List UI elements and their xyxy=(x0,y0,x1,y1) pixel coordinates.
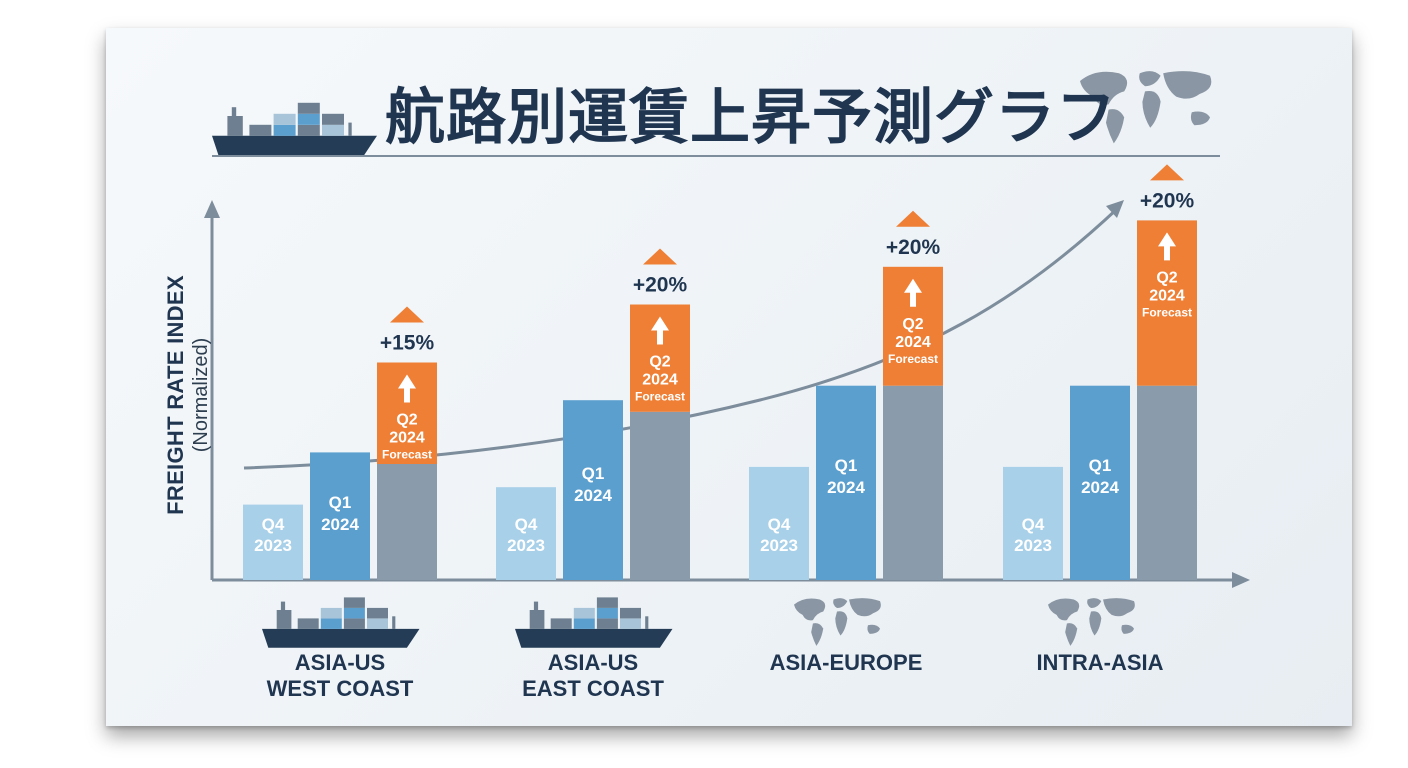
bar-label-quarter: Q4 xyxy=(1022,515,1045,534)
bar-label-quarter: Q2 xyxy=(902,316,923,333)
category-label-line1: ASIA-US xyxy=(547,650,639,675)
trend-line-arrowhead xyxy=(1106,200,1124,218)
up-arrow-icon xyxy=(904,278,922,307)
bar-q2-2024-base xyxy=(377,464,437,580)
category-label: ASIA-EUROPE xyxy=(736,650,956,676)
bar-label-year: 2023 xyxy=(1014,536,1052,555)
bar-label-year: 2024 xyxy=(389,430,425,447)
bar-q1-2024 xyxy=(563,400,623,580)
increase-triangle-icon xyxy=(896,210,930,227)
increase-triangle-icon xyxy=(390,306,424,323)
increase-triangle-icon xyxy=(643,248,677,265)
category-label-line1: ASIA-US xyxy=(294,650,386,675)
bar-label-year: 2023 xyxy=(254,536,292,555)
bar-q4-2023 xyxy=(496,487,556,580)
world-map-icon xyxy=(794,598,881,646)
increase-label: +20% xyxy=(886,236,941,259)
bar-label-year: 2023 xyxy=(507,536,545,555)
bar-label-forecast: Forecast xyxy=(635,390,685,404)
bar-label-quarter: Q4 xyxy=(768,515,791,534)
bar-q1-2024 xyxy=(1070,385,1130,580)
bar-label-forecast: Forecast xyxy=(1142,305,1192,319)
up-arrow-icon xyxy=(1158,232,1176,261)
y-axis-label-sub: (Normalized) xyxy=(190,337,212,453)
bar-label-forecast: Forecast xyxy=(888,352,938,366)
bar-label-quarter: Q4 xyxy=(262,515,285,534)
bar-label-quarter: Q1 xyxy=(329,493,352,512)
up-arrow-icon xyxy=(651,316,669,345)
bar-label-quarter: Q2 xyxy=(396,412,417,429)
header-ship-icon xyxy=(212,102,377,156)
bar-q1-2024 xyxy=(816,385,876,580)
bar-label-quarter: Q2 xyxy=(649,354,670,371)
category-label: ASIA-US WEST COAST xyxy=(230,650,450,702)
increase-label: +20% xyxy=(1140,189,1195,212)
bar-q4-2023 xyxy=(1003,466,1063,580)
bar-label-quarter: Q2 xyxy=(1156,269,1177,286)
bar-label-forecast: Forecast xyxy=(382,448,432,462)
increase-label: +20% xyxy=(633,274,688,297)
bar-q4-2023 xyxy=(243,504,303,580)
bar-q2-2024-base xyxy=(883,385,943,580)
bar-label-year: 2024 xyxy=(1149,287,1185,304)
bar-label-quarter: Q4 xyxy=(515,515,538,534)
page-title: 航路別運賃上昇予測グラフ xyxy=(385,84,1117,151)
bar-label-quarter: Q1 xyxy=(1089,456,1112,475)
category-label-line2: WEST COAST xyxy=(266,676,414,701)
bar-label-quarter: Q1 xyxy=(582,464,605,483)
bar-q1-2024 xyxy=(310,452,370,580)
bar-label-year: 2024 xyxy=(895,334,931,351)
increase-triangle-icon xyxy=(1150,164,1184,181)
bar-q4-2023 xyxy=(749,466,809,580)
increase-label: +15% xyxy=(380,332,435,355)
y-axis-arrowhead xyxy=(204,200,220,218)
bar-q2-2024-base xyxy=(630,411,690,580)
bar-label-year: 2024 xyxy=(574,486,612,505)
bar-label-year: 2024 xyxy=(321,515,359,534)
y-axis-label-main: FREIGHT RATE INDEX xyxy=(163,275,188,515)
bar-label-year: 2024 xyxy=(642,372,678,389)
category-label-line1: INTRA-ASIA xyxy=(1036,650,1164,675)
category-label-line2: EAST COAST xyxy=(522,676,664,701)
container-ship-icon xyxy=(515,597,673,648)
bar-label-year: 2023 xyxy=(760,536,798,555)
bar-label-quarter: Q1 xyxy=(835,456,858,475)
bar-label-year: 2024 xyxy=(827,478,865,497)
y-axis-label: FREIGHT RATE INDEX (Normalized) xyxy=(163,235,213,555)
world-map-icon xyxy=(1048,598,1135,646)
up-arrow-icon xyxy=(398,374,416,403)
x-axis-arrowhead xyxy=(1232,572,1250,588)
bar-label-year: 2024 xyxy=(1081,478,1119,497)
category-label: ASIA-US EAST COAST xyxy=(483,650,703,702)
container-ship-icon xyxy=(262,597,420,648)
category-label-line1: ASIA-EUROPE xyxy=(769,650,923,675)
bar-q2-2024-base xyxy=(1137,385,1197,580)
category-label: INTRA-ASIA xyxy=(990,650,1210,676)
